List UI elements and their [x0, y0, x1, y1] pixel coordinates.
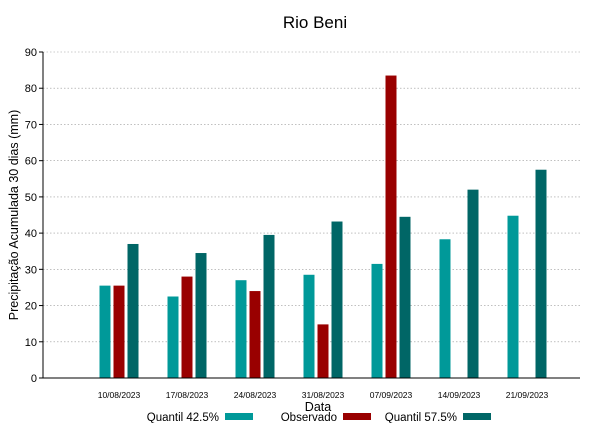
x-axis-label: Data [305, 400, 331, 414]
x-tick-label: 21/09/2023 [506, 390, 549, 400]
x-tick-label: 14/09/2023 [438, 390, 481, 400]
legend-swatch [225, 413, 253, 420]
chart-title: Rio Beni [283, 13, 347, 32]
bar-quantil-57-5 [195, 253, 207, 378]
x-tick-label: 24/08/2023 [234, 390, 277, 400]
y-tick-label: 80 [25, 83, 37, 95]
bar-quantil-57-5 [467, 189, 479, 378]
y-axis-label: Precipitação Acumulada 30 dias (mm) [7, 110, 21, 321]
bar-quantil-42-5 [507, 215, 519, 378]
bar-quantil-42-5 [235, 280, 247, 378]
bar-quantil-42-5 [99, 285, 111, 378]
bar-quantil-57-5 [535, 169, 547, 378]
x-tick-label: 31/08/2023 [302, 390, 345, 400]
x-tick-label: 17/08/2023 [166, 390, 209, 400]
bar-observado [113, 285, 125, 378]
y-tick-label: 40 [25, 228, 37, 240]
bars [99, 75, 547, 379]
x-ticks: 10/08/2023 17/08/2023 24/08/2023 31/08/2023… [98, 390, 549, 400]
y-ticks: 0 10 20 30 40 50 60 70 80 90 [25, 47, 43, 385]
y-tick-label: 90 [25, 47, 37, 59]
bar-observado [181, 276, 193, 378]
y-tick-label: 10 [25, 337, 37, 349]
bar-quantil-57-5 [399, 216, 411, 378]
x-tick-label: 07/09/2023 [370, 390, 413, 400]
bar-quantil-42-5 [371, 263, 383, 378]
y-tick-label: 70 [25, 119, 37, 131]
bar-observado [385, 75, 397, 379]
legend: Quantil 42.5% Observado Quantil 57.5% [147, 412, 491, 423]
y-tick-label: 20 [25, 301, 37, 313]
y-tick-label: 0 [31, 373, 37, 385]
bar-quantil-42-5 [167, 296, 179, 378]
bar-quantil-57-5 [127, 243, 139, 378]
bar-quantil-57-5 [263, 234, 275, 378]
x-tick-label: 10/08/2023 [98, 390, 141, 400]
legend-label: Quantil 57.5% [385, 412, 457, 423]
legend-label: Observado [281, 412, 337, 423]
y-tick-label: 60 [25, 156, 37, 168]
legend-label: Quantil 42.5% [147, 412, 219, 423]
y-tick-label: 50 [25, 192, 37, 204]
bar-observado [317, 324, 329, 378]
legend-swatch [463, 413, 491, 420]
legend-swatch [343, 413, 371, 420]
bar-quantil-42-5 [303, 274, 315, 378]
bar-quantil-42-5 [439, 239, 451, 378]
bar-quantil-57-5 [331, 221, 343, 378]
bar-observado [249, 291, 261, 378]
y-tick-label: 30 [25, 264, 37, 276]
